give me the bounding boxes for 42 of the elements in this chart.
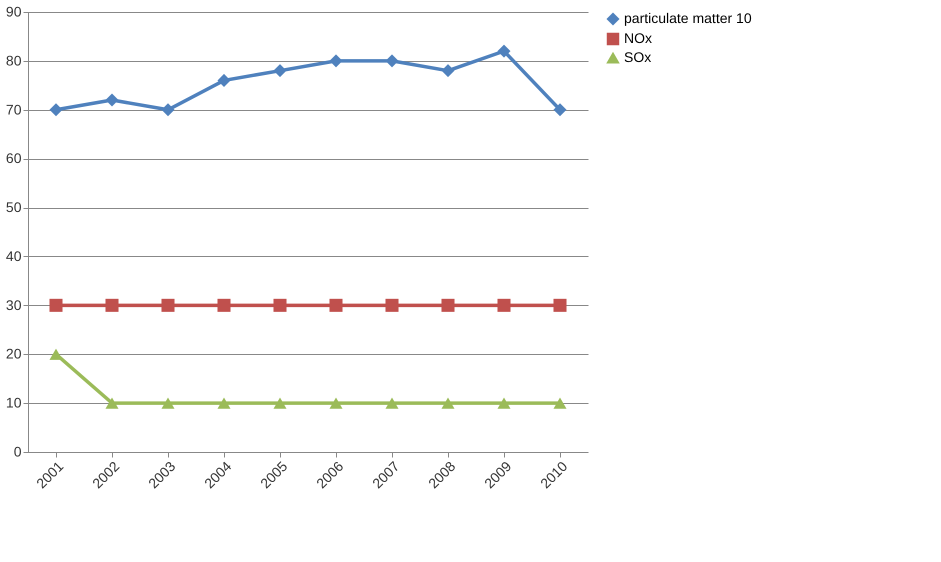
point [105, 298, 119, 312]
point [217, 298, 231, 312]
legend-label: NOx [624, 30, 652, 46]
point [329, 298, 343, 312]
y-tick-label: 60 [6, 150, 22, 166]
point [217, 74, 231, 87]
point [161, 397, 175, 409]
point [441, 298, 455, 312]
y-tick-label: 90 [6, 4, 22, 20]
point [217, 397, 231, 409]
point [497, 298, 511, 312]
point [385, 397, 399, 409]
point [441, 64, 455, 78]
point [273, 298, 287, 312]
point [441, 397, 455, 409]
point [49, 298, 63, 312]
y-tick-label: 70 [6, 101, 22, 118]
point [553, 397, 567, 409]
point [105, 93, 119, 107]
legend-label: SOx [624, 49, 652, 65]
y-tick-label: 30 [6, 296, 22, 313]
y-tick-label: 0 [14, 444, 22, 460]
legend-label: particulate matter 10 [624, 10, 752, 26]
y-tick-label: 80 [6, 52, 22, 68]
point [161, 298, 175, 312]
point [385, 54, 399, 68]
point [553, 298, 567, 312]
y-tick-label: 20 [6, 346, 22, 362]
point [273, 64, 287, 78]
point [49, 103, 63, 116]
point [329, 397, 343, 409]
point [553, 103, 567, 116]
y-tick-label: 10 [6, 394, 22, 411]
point [497, 397, 511, 409]
point [329, 54, 343, 68]
point [161, 103, 175, 116]
y-tick-label: 40 [6, 248, 22, 264]
point [385, 298, 399, 312]
point [105, 397, 119, 409]
y-tick-label: 50 [6, 199, 22, 216]
point [497, 44, 511, 58]
point [273, 397, 287, 409]
